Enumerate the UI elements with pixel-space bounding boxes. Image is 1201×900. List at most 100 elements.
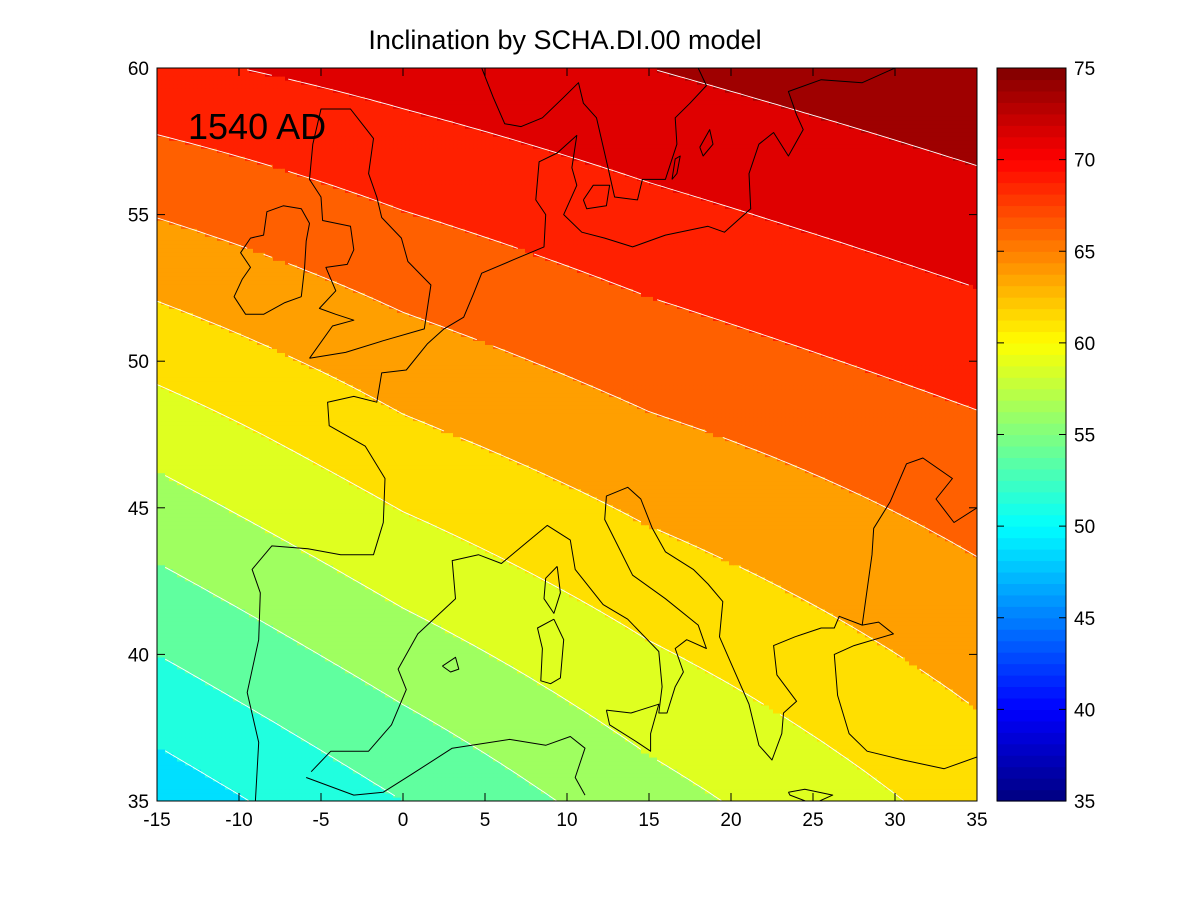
field-cell (329, 737, 334, 742)
field-cell (489, 777, 494, 782)
field-cell (597, 737, 602, 742)
field-cell (825, 753, 830, 758)
field-cell (501, 753, 506, 758)
field-cell (849, 713, 854, 718)
field-cell (205, 717, 210, 722)
field-cell (185, 753, 190, 758)
field-cell (713, 705, 718, 710)
field-cell (717, 761, 722, 766)
field-cell (521, 761, 526, 766)
field-cell (693, 737, 698, 742)
field-cell (869, 753, 874, 758)
field-cell (845, 709, 850, 714)
field-cell (273, 769, 278, 774)
field-cell (401, 737, 406, 742)
field-cell (253, 789, 258, 794)
field-cell (701, 757, 706, 762)
field-cell (889, 745, 894, 750)
field-cell (793, 769, 798, 774)
field-cell (965, 781, 970, 786)
field-cell (465, 717, 470, 722)
field-cell (201, 793, 206, 798)
field-cell (357, 737, 362, 742)
field-cell (825, 789, 830, 794)
field-cell (409, 765, 414, 770)
field-cell (669, 737, 674, 742)
field-cell (941, 789, 946, 794)
field-cell (313, 785, 318, 790)
field-cell (209, 725, 214, 730)
field-cell (273, 705, 278, 710)
field-cell (213, 709, 218, 714)
field-cell (621, 709, 626, 714)
field-cell (233, 701, 238, 706)
field-cell (205, 709, 210, 714)
field-cell (889, 773, 894, 778)
field-cell (301, 733, 306, 738)
field-cell (177, 781, 182, 786)
field-cell (285, 709, 290, 714)
field-cell (825, 773, 830, 778)
field-cell (849, 765, 854, 770)
field-cell (157, 701, 162, 706)
field-cell (633, 769, 638, 774)
field-cell (813, 785, 818, 790)
field-cell (461, 773, 466, 778)
field-cell (277, 769, 282, 774)
field-cell (805, 793, 810, 798)
field-cell (349, 745, 354, 750)
field-cell (377, 721, 382, 726)
field-cell (545, 773, 550, 778)
field-cell (197, 757, 202, 762)
field-cell (857, 789, 862, 794)
field-cell (681, 761, 686, 766)
field-cell (377, 749, 382, 754)
field-cell (309, 781, 314, 786)
field-cell (301, 745, 306, 750)
field-cell (765, 773, 770, 778)
field-cell (301, 789, 306, 794)
field-cell (241, 785, 246, 790)
field-cell (721, 717, 726, 722)
field-cell (513, 745, 518, 750)
field-cell (869, 737, 874, 742)
field-cell (273, 793, 278, 798)
field-cell (793, 741, 798, 746)
field-cell (453, 785, 458, 790)
field-cell (333, 713, 338, 718)
field-cell (349, 733, 354, 738)
field-cell (749, 733, 754, 738)
field-cell (521, 789, 526, 794)
field-cell (641, 761, 646, 766)
field-cell (473, 705, 478, 710)
field-cell (625, 749, 630, 754)
field-cell (705, 769, 710, 774)
field-cell (877, 737, 882, 742)
field-cell (781, 789, 786, 794)
field-cell (421, 777, 426, 782)
field-cell (401, 733, 406, 738)
field-cell (481, 765, 486, 770)
field-cell (633, 733, 638, 738)
field-cell (341, 785, 346, 790)
field-cell (637, 773, 642, 778)
field-cell (805, 709, 810, 714)
field-cell (397, 757, 402, 762)
field-cell (733, 709, 738, 714)
field-cell (665, 789, 670, 794)
field-cell (537, 725, 542, 730)
field-cell (465, 769, 470, 774)
field-cell (461, 729, 466, 734)
field-cell (301, 793, 306, 798)
field-cell (741, 741, 746, 746)
field-cell (837, 769, 842, 774)
field-cell (533, 713, 538, 718)
field-cell (433, 773, 438, 778)
field-cell (673, 709, 678, 714)
field-cell (197, 713, 202, 718)
field-cell (901, 781, 906, 786)
field-cell (385, 761, 390, 766)
field-cell (961, 749, 966, 754)
field-cell (757, 785, 762, 790)
field-cell (337, 721, 342, 726)
